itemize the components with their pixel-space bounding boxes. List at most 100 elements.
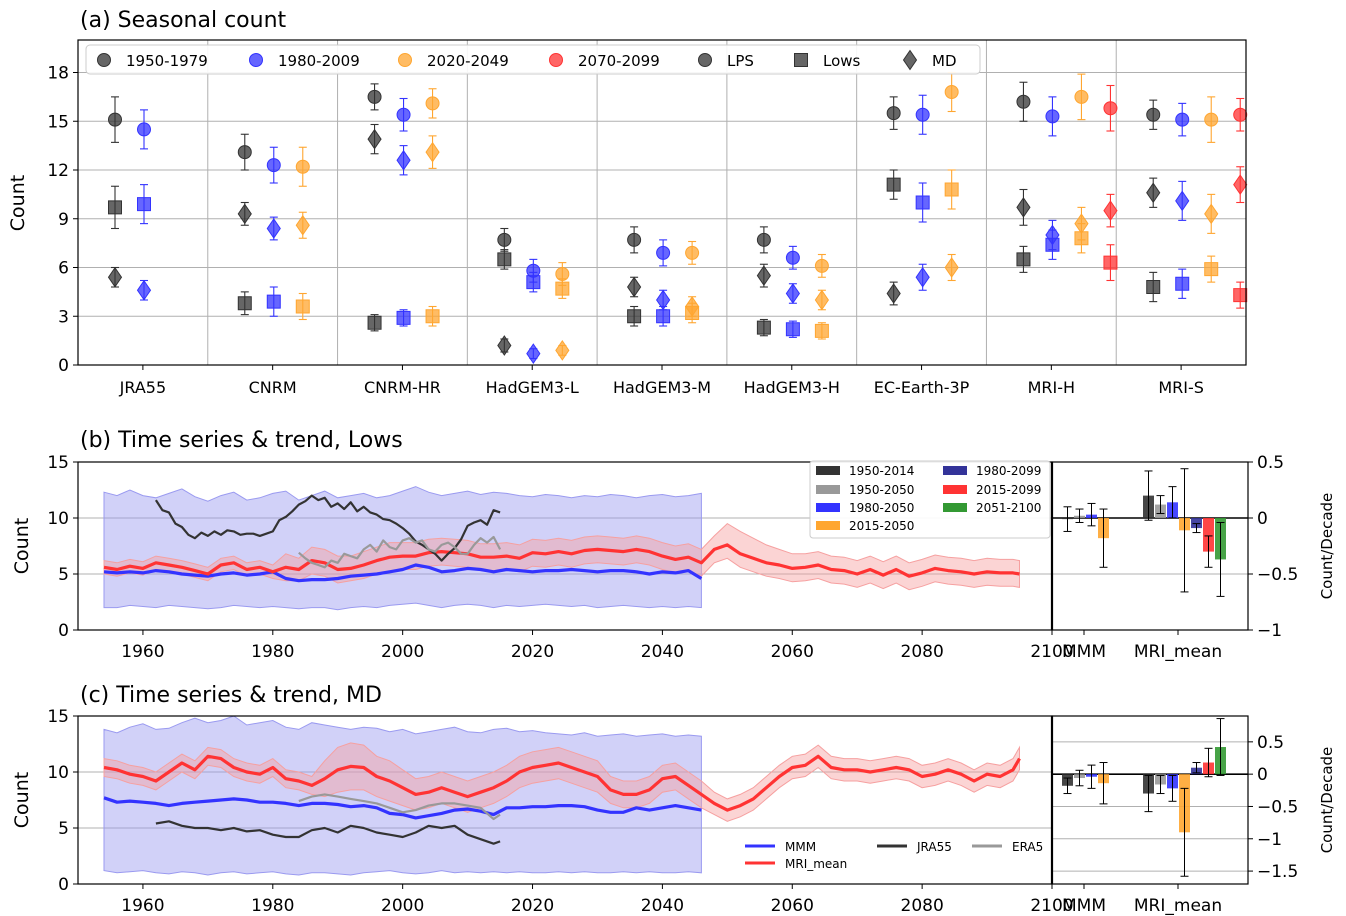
point-md [944,257,959,278]
trend-ytick-label: −0.5 [1257,565,1298,585]
point-md [266,218,281,239]
xtick-label: HadGEM3-L [486,378,579,397]
xtick-label: 2080 [901,896,944,916]
point-lps [425,96,440,111]
point-lows [396,310,411,325]
uncertainty-band [103,486,702,611]
point-lps [497,232,512,247]
ytick-label: 3 [58,307,69,327]
point-lows [1146,280,1161,294]
point-md [1103,200,1118,222]
ytick-label: 10 [47,763,69,783]
point-md [1146,182,1161,204]
point-md [1204,203,1219,225]
point-lps [1175,112,1190,127]
point-lows [785,322,800,337]
legend-label: JRA55 [916,840,952,854]
ytick-label: 15 [47,707,69,727]
point-lps [1074,89,1089,104]
point-lps [1045,109,1060,124]
legend-label: LPS [727,52,754,70]
xtick-label: EC-Earth-3P [874,378,970,397]
legend-swatch [943,466,967,475]
series-line [103,563,703,583]
point-md [107,266,123,288]
point-md [367,128,382,150]
point-lows [108,200,122,215]
legend-marker [549,53,563,67]
series-line [154,494,501,562]
point-lps [756,232,771,247]
point-lows [1175,276,1190,291]
legend-label: ERA5 [1012,840,1043,854]
point-md [1016,196,1031,218]
series-line [103,796,702,820]
ytick-label: 15 [47,112,69,132]
point-lows [497,252,512,267]
panel-a-axes: 0 3 6 9 12 15 18 JRA55 CNRM CNRM-HR HadGEM3-L HadGE… [47,39,1247,397]
plot-frame [77,39,1247,366]
point-lps [1016,94,1031,109]
ytick-label: 5 [58,819,69,839]
panel-b-trend-ylabel: Count/Decade [1318,493,1336,600]
point-lps [1233,107,1248,122]
point-md [526,343,541,365]
point-lows [137,197,151,212]
legend-label: 2015-2050 [849,519,914,533]
panel-c-series-legend: MMM MRI_mean JRA55 ERA5 [745,840,1043,871]
legend-marker [794,53,808,67]
legend-label: Lows [823,52,861,70]
panel-c-ylabel: Count [11,772,33,828]
trend-xtick-label: MRI_mean [1134,642,1222,662]
point-lps [108,112,122,127]
point-lows [1204,262,1219,277]
point-lows [814,323,829,338]
legend-swatch [816,485,840,494]
point-lows [237,296,252,311]
xtick-label: 1960 [121,896,164,916]
panel-b-timeseries: 0 5 10 15 1960 1980 2000 2020 2040 2060 2080 2100 [47,453,1073,662]
point-lps [886,106,901,121]
trend-ytick-label: −1 [1257,830,1282,850]
xtick-label: HadGEM3-M [613,378,711,397]
xtick-label: 1980 [251,896,294,916]
panel-b-trend-legend: 1950-2014 1950-2050 1980-2050 2015-2050 1980… [809,460,1051,539]
point-lows [656,309,671,324]
series-line [103,543,1020,578]
point-lps [814,258,829,273]
legend-label: 1980-2050 [849,501,914,515]
legend-label: 2020-2049 [427,52,509,70]
panel-b-ylabel: Count [11,518,33,574]
legend-swatch [816,503,840,512]
panel-a-seasonal-count: (a) Seasonal count Count 0 3 6 9 12 15 18 JRA55… [7,8,1248,397]
point-md [1233,174,1248,196]
ytick-label: 0 [58,621,69,641]
point-md [295,214,310,236]
point-lows [1016,252,1031,267]
point-md [425,141,440,163]
point-lps [266,158,281,173]
point-md [656,289,671,311]
point-lows [627,309,642,324]
point-lps [137,122,151,137]
legend-marker [398,53,412,67]
point-md [497,335,512,356]
point-lps [785,250,800,265]
panel-a-grid [78,40,1246,366]
point-md [814,289,829,311]
legend-label: 1980-2009 [278,52,360,70]
xtick-label: MRI-H [1028,378,1075,397]
ytick-label: 5 [58,565,69,585]
point-lows [915,195,930,210]
point-lps [367,89,382,104]
ytick-label: 0 [58,356,69,376]
legend-label: 2015-2099 [976,483,1041,497]
point-md [1074,213,1089,235]
legend-marker [902,49,918,71]
ytick-label: 6 [58,259,69,279]
trend-ytick-label: −1.5 [1257,862,1298,882]
xtick-label: CNRM [249,378,297,397]
series-line [298,793,501,821]
panel-c-trend-ylabel: Count/Decade [1318,747,1336,854]
